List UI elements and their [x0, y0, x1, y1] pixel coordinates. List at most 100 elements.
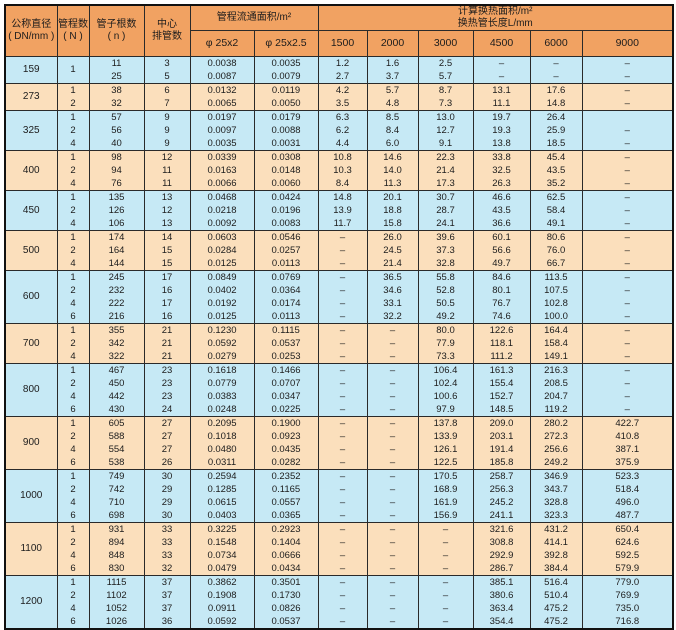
nominal-diameter-cell: 600: [4, 269, 58, 324]
heat-area-6000-cell: 256.6: [529, 442, 583, 456]
heat-area-4500-cell: 380.6: [472, 588, 531, 602]
center-rows-cell: 6: [143, 82, 191, 97]
header-heat-area-line2: 换热管长度L/mm: [457, 17, 533, 29]
center-rows-cell: 27: [143, 429, 191, 443]
heat-area-6000-cell: –: [529, 55, 583, 70]
heat-area-4500-cell: 155.4: [472, 376, 531, 390]
heat-area-4500-cell: 36.6: [472, 216, 531, 231]
heat-area-9000-cell: –: [581, 389, 674, 403]
nominal-diameter-cell: 800: [4, 362, 58, 417]
heat-area-6000-cell: 510.4: [529, 588, 583, 602]
pass-cell: 1: [56, 362, 90, 377]
flow-area-25x2-cell: 0.0279: [189, 349, 255, 364]
tube-count-cell: 144: [88, 256, 145, 271]
heat-area-6000-cell: 280.2: [529, 415, 583, 430]
header-nominal-diameter-line2: ( DN/mm ): [8, 30, 55, 42]
tube-count-cell: 232: [88, 283, 145, 297]
heat-area-6000-cell: 414.1: [529, 535, 583, 549]
heat-area-1500-cell: –: [317, 402, 368, 417]
table-row: 2 588 27 0.1018 0.0923– –133.9 203.1 272.3 410.8: [5, 429, 674, 443]
tube-count-cell: 135: [88, 189, 145, 204]
heat-area-2000-cell: –: [366, 336, 419, 350]
center-rows-cell: 3: [143, 55, 191, 70]
flow-area-25x2-cell: 0.0592: [189, 336, 255, 350]
flow-area-25x2-5-cell: 0.0050: [253, 96, 319, 111]
pass-cell: 4: [56, 216, 90, 231]
flow-area-25x2-5-cell: 0.0826: [253, 601, 319, 615]
flow-area-25x2-cell: 0.0603: [189, 229, 255, 244]
center-rows-cell: 33: [143, 548, 191, 562]
pass-cell: 2: [56, 482, 90, 496]
heat-area-4500-cell: 185.8: [472, 455, 531, 470]
flow-area-25x2-5-cell: 0.1730: [253, 588, 319, 602]
flow-area-25x2-5-cell: 0.0088: [253, 123, 319, 137]
center-rows-cell: 23: [143, 376, 191, 390]
table-row: 1200 1 1115 37 0.3862 0.3501– – –385.1 516.4 779.…: [4, 574, 674, 629]
heat-area-9000-cell: 716.8: [581, 614, 674, 629]
heat-area-9000-cell: –: [581, 189, 674, 204]
flow-area-25x2-5-cell: 0.0364: [253, 283, 319, 297]
heat-area-2000-cell: 6.0: [366, 136, 419, 151]
pass-cell: 2: [56, 243, 90, 257]
tube-count-cell: 57: [88, 109, 145, 124]
heat-area-4500-cell: 256.3: [472, 482, 531, 496]
heat-area-1500-cell: –: [317, 601, 368, 615]
heat-area-9000-cell: –: [581, 69, 674, 84]
flow-area-25x2-5-cell: 0.0174: [253, 296, 319, 310]
flow-area-25x2-cell: 0.1285: [189, 482, 255, 496]
center-rows-cell: 37: [143, 574, 191, 589]
heat-area-3000-cell: 49.2: [417, 309, 474, 324]
pass-cell: 2: [56, 123, 90, 137]
heat-area-1500-cell: –: [317, 256, 368, 271]
center-rows-cell: 13: [143, 189, 191, 204]
pass-cell: 1: [56, 521, 90, 536]
heat-area-2000-cell: 5.7: [366, 82, 419, 97]
heat-area-4500-cell: 161.3: [472, 362, 531, 377]
header-pass-count: 管程数 ( N ): [56, 4, 90, 57]
table-row: 4 322 21 0.0279 0.0253– –73.3 111.2 149.1–: [5, 349, 674, 364]
heat-area-6000-cell: 100.0: [529, 309, 583, 324]
heat-area-2000-cell: 32.2: [366, 309, 419, 324]
heat-area-4500-cell: –: [472, 69, 531, 84]
pass-cell: 1: [56, 322, 90, 337]
heat-area-6000-cell: 346.9: [529, 468, 583, 483]
flow-area-25x2-5-cell: 0.0347: [253, 389, 319, 403]
heat-area-4500-cell: 321.6: [472, 521, 531, 536]
header-nominal-diameter-line1: 公称直径: [11, 19, 52, 30]
heat-area-1500-cell: –: [317, 429, 368, 443]
heat-area-3000-cell: 17.3: [417, 176, 474, 191]
heat-area-2000-cell: 20.1: [366, 189, 419, 204]
heat-area-9000-cell: –: [581, 283, 674, 297]
flow-area-25x2-5-cell: 0.0035: [253, 55, 319, 70]
flow-area-25x2-cell: 0.0734: [189, 548, 255, 562]
table-row: 2 450 23 0.0779 0.0707– –102.4 155.4 208.5–: [5, 376, 674, 390]
pass-cell: 4: [56, 349, 90, 364]
heat-area-9000-cell: –: [581, 349, 674, 364]
center-rows-cell: 32: [143, 561, 191, 576]
pass-cell: 2: [56, 163, 90, 177]
heat-area-1500-cell: –: [317, 349, 368, 364]
table-row: 450 1 135 13 0.0468 0.0424 14.8 20.1 30.7 46.6 62.…: [4, 189, 674, 231]
tube-count-cell: 164: [88, 243, 145, 257]
heat-area-3000-cell: 106.4: [417, 362, 474, 377]
header-heat-area-group: 计算换热面积/m² 换热管长度L/mm: [317, 4, 674, 31]
heat-area-4500-cell: 354.4: [472, 614, 531, 629]
nominal-diameter-cell: 159: [4, 55, 58, 84]
tube-count-cell: 605: [88, 415, 145, 430]
flow-area-25x2-cell: 0.0402: [189, 283, 255, 297]
flow-area-25x2-cell: 0.0849: [189, 269, 255, 284]
header-phi25x2-5: φ 25x2.5: [253, 29, 319, 57]
heat-area-1500-cell: 13.9: [317, 203, 368, 217]
heat-area-3000-cell: 7.3: [417, 96, 474, 111]
table-row: 6 538 26 0.0311 0.0282– –122.5 185.8 249.2 375.9: [5, 455, 674, 470]
heat-area-2000-cell: –: [366, 429, 419, 443]
tube-count-cell: 94: [88, 163, 145, 177]
heat-area-3000-cell: 77.9: [417, 336, 474, 350]
flow-area-25x2-5-cell: 0.0119: [253, 82, 319, 97]
center-rows-cell: 30: [143, 508, 191, 523]
table-row: 1100 1 931 33 0.3225 0.2923– – –321.6 431.2 650.4: [4, 521, 674, 576]
heat-area-4500-cell: 11.1: [472, 96, 531, 111]
heat-area-6000-cell: 80.6: [529, 229, 583, 244]
heat-area-1500-cell: –: [317, 482, 368, 496]
heat-area-9000-cell: –: [581, 269, 674, 284]
